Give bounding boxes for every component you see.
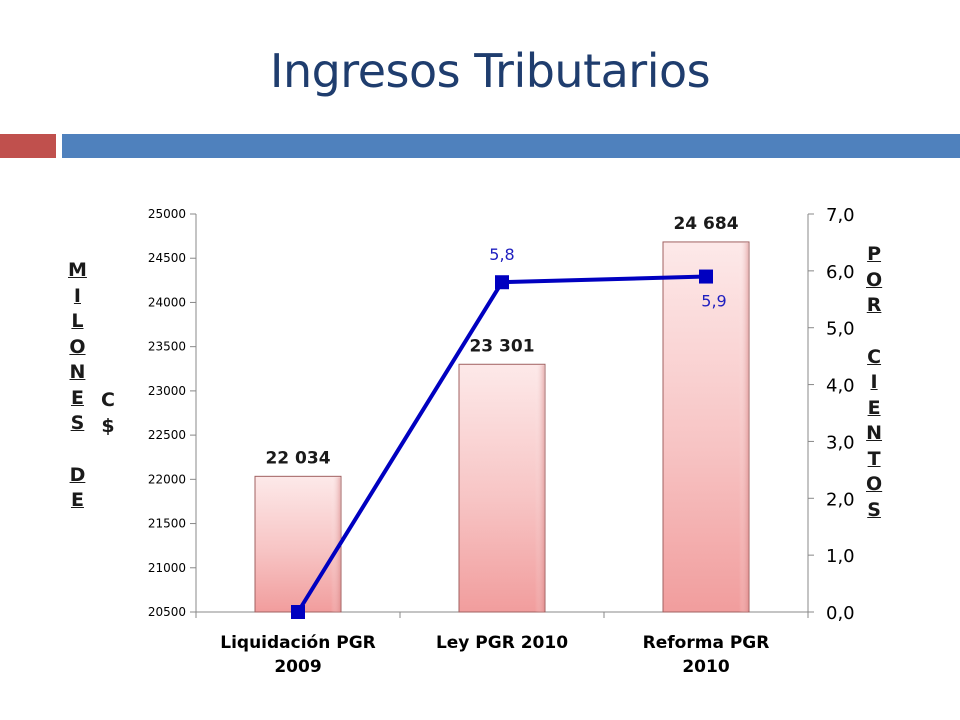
y-tick-label: 25000 xyxy=(148,207,186,221)
axis-label-letter: O xyxy=(866,473,883,495)
y-tick-label: 24500 xyxy=(148,251,186,265)
y-tick-label: 23000 xyxy=(148,384,186,398)
axis-label-letter: O xyxy=(866,268,883,291)
line-data-label: 5,8 xyxy=(489,245,514,264)
y2-tick-label: 4,0 xyxy=(826,376,855,397)
x-tick-label: 2010 xyxy=(682,657,729,677)
axis-label-letter: S xyxy=(867,498,881,521)
y-tick-label: 23500 xyxy=(148,340,186,354)
axis-label-letter: D xyxy=(69,463,86,486)
axis-label-letter: T xyxy=(867,447,881,470)
axis-label-letter: E xyxy=(867,396,881,419)
axis-label-letter: L xyxy=(71,310,84,332)
axis-label-letter: I xyxy=(73,284,81,307)
x-tick-label: Liquidación PGR xyxy=(220,633,376,653)
x-tick-label: Ley PGR 2010 xyxy=(436,633,568,653)
axis-label-letter: R xyxy=(866,294,882,316)
title-underline-blue xyxy=(62,134,960,158)
axis-label-letter: O xyxy=(69,335,86,358)
bar-data-label: 22 034 xyxy=(265,448,330,468)
axis-label-letter: I xyxy=(870,371,878,393)
axis-label-letter: M xyxy=(68,259,87,281)
bar-shade xyxy=(535,365,544,612)
axis-label-letter: N xyxy=(69,361,86,383)
bar-shade xyxy=(739,242,748,613)
line-point xyxy=(495,275,509,290)
x-tick-label: 2009 xyxy=(274,657,321,677)
bar-data-label: 24 684 xyxy=(673,214,738,234)
y2-tick-label: 3,0 xyxy=(826,432,855,453)
y2-tick-label: 1,0 xyxy=(826,546,855,567)
bar-shade xyxy=(331,477,340,612)
line-point xyxy=(699,269,713,284)
axis-label-letter: N xyxy=(866,422,883,444)
y2-tick-label: 5,0 xyxy=(826,319,855,340)
axis-label-letter: E xyxy=(70,386,84,409)
axis-label-letter: S xyxy=(70,412,85,434)
y-axis-label-left-unit: C $ xyxy=(101,388,115,439)
line-data-label: 5,9 xyxy=(701,292,726,311)
y-tick-label: 21000 xyxy=(148,561,186,575)
bar xyxy=(662,241,750,613)
bar xyxy=(254,475,342,613)
axis-label-letter: $ xyxy=(101,414,115,437)
y-tick-label: 24000 xyxy=(148,295,186,309)
bar xyxy=(458,363,546,613)
axis-label-letter: P xyxy=(867,243,882,265)
y2-tick-label: 0,0 xyxy=(826,603,855,624)
axis-label-letter: C xyxy=(867,345,882,368)
y2-tick-label: 7,0 xyxy=(826,205,855,226)
axis-label-letter: C xyxy=(101,389,115,411)
y2-tick-label: 6,0 xyxy=(826,262,855,283)
y2-tick-label: 2,0 xyxy=(826,489,855,510)
line-point xyxy=(291,605,305,619)
y-tick-label: 22500 xyxy=(148,428,186,442)
bar-data-label: 23 301 xyxy=(469,336,534,356)
y-tick-label: 22000 xyxy=(148,472,186,486)
y-tick-label: 21500 xyxy=(148,517,186,531)
axis-label-letter: E xyxy=(70,489,84,511)
title-underline-red xyxy=(0,134,56,158)
slide-title: Ingresos Tributarios xyxy=(269,44,711,98)
x-tick-label: Reforma PGR xyxy=(643,633,770,653)
y-tick-label: 20500 xyxy=(148,605,186,619)
